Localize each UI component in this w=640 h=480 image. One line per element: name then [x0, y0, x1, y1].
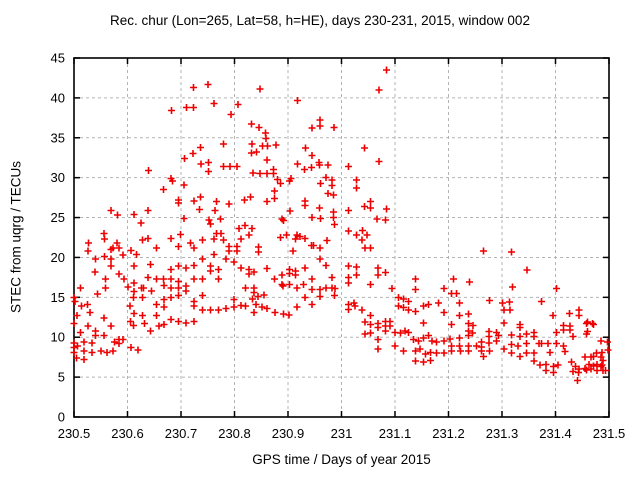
x-tick-label: 231.4 [539, 426, 572, 441]
y-tick-label: 25 [51, 210, 65, 225]
chart-title: Rec. chur (Lon=265, Lat=58, h=HE), days … [110, 13, 530, 28]
x-axis-label: GPS time / Days of year 2015 [252, 452, 431, 467]
x-tick-label: 230.5 [58, 426, 91, 441]
y-axis-label: STEC from uqrg / TECUs [8, 160, 24, 314]
y-tick-label: 30 [51, 170, 65, 185]
x-tick-label: 231.2 [432, 426, 465, 441]
y-tick-label: 40 [51, 90, 65, 105]
x-tick-label: 230.8 [218, 426, 251, 441]
y-tick-label: 20 [51, 250, 65, 265]
x-tick-label: 230.7 [165, 426, 198, 441]
y-tick-label: 45 [51, 51, 65, 66]
x-tick-label: 231.3 [486, 426, 519, 441]
axis-ticks [73, 57, 610, 418]
x-tick-labels: 230.5 230.6 230.7 230.8 230.9 231 231.1 231.2 23… [58, 426, 626, 441]
y-tick-label: 5 [58, 370, 65, 385]
x-tick-label: 231.5 [593, 426, 626, 441]
axis-border [73, 57, 610, 418]
y-tick-label: 0 [58, 410, 65, 425]
x-tick-label: 230.9 [272, 426, 305, 441]
x-tick-label: 230.6 [111, 426, 144, 441]
y-tick-labels: 0 5 10 15 20 25 30 35 40 45 [51, 51, 65, 425]
y-tick-label: 15 [51, 290, 65, 305]
data-points [70, 66, 612, 384]
x-tick-label: 231 [331, 426, 353, 441]
y-tick-label: 35 [51, 130, 65, 145]
x-tick-label: 231.1 [379, 426, 412, 441]
y-tick-label: 10 [51, 330, 65, 345]
grid-lines [74, 58, 609, 417]
